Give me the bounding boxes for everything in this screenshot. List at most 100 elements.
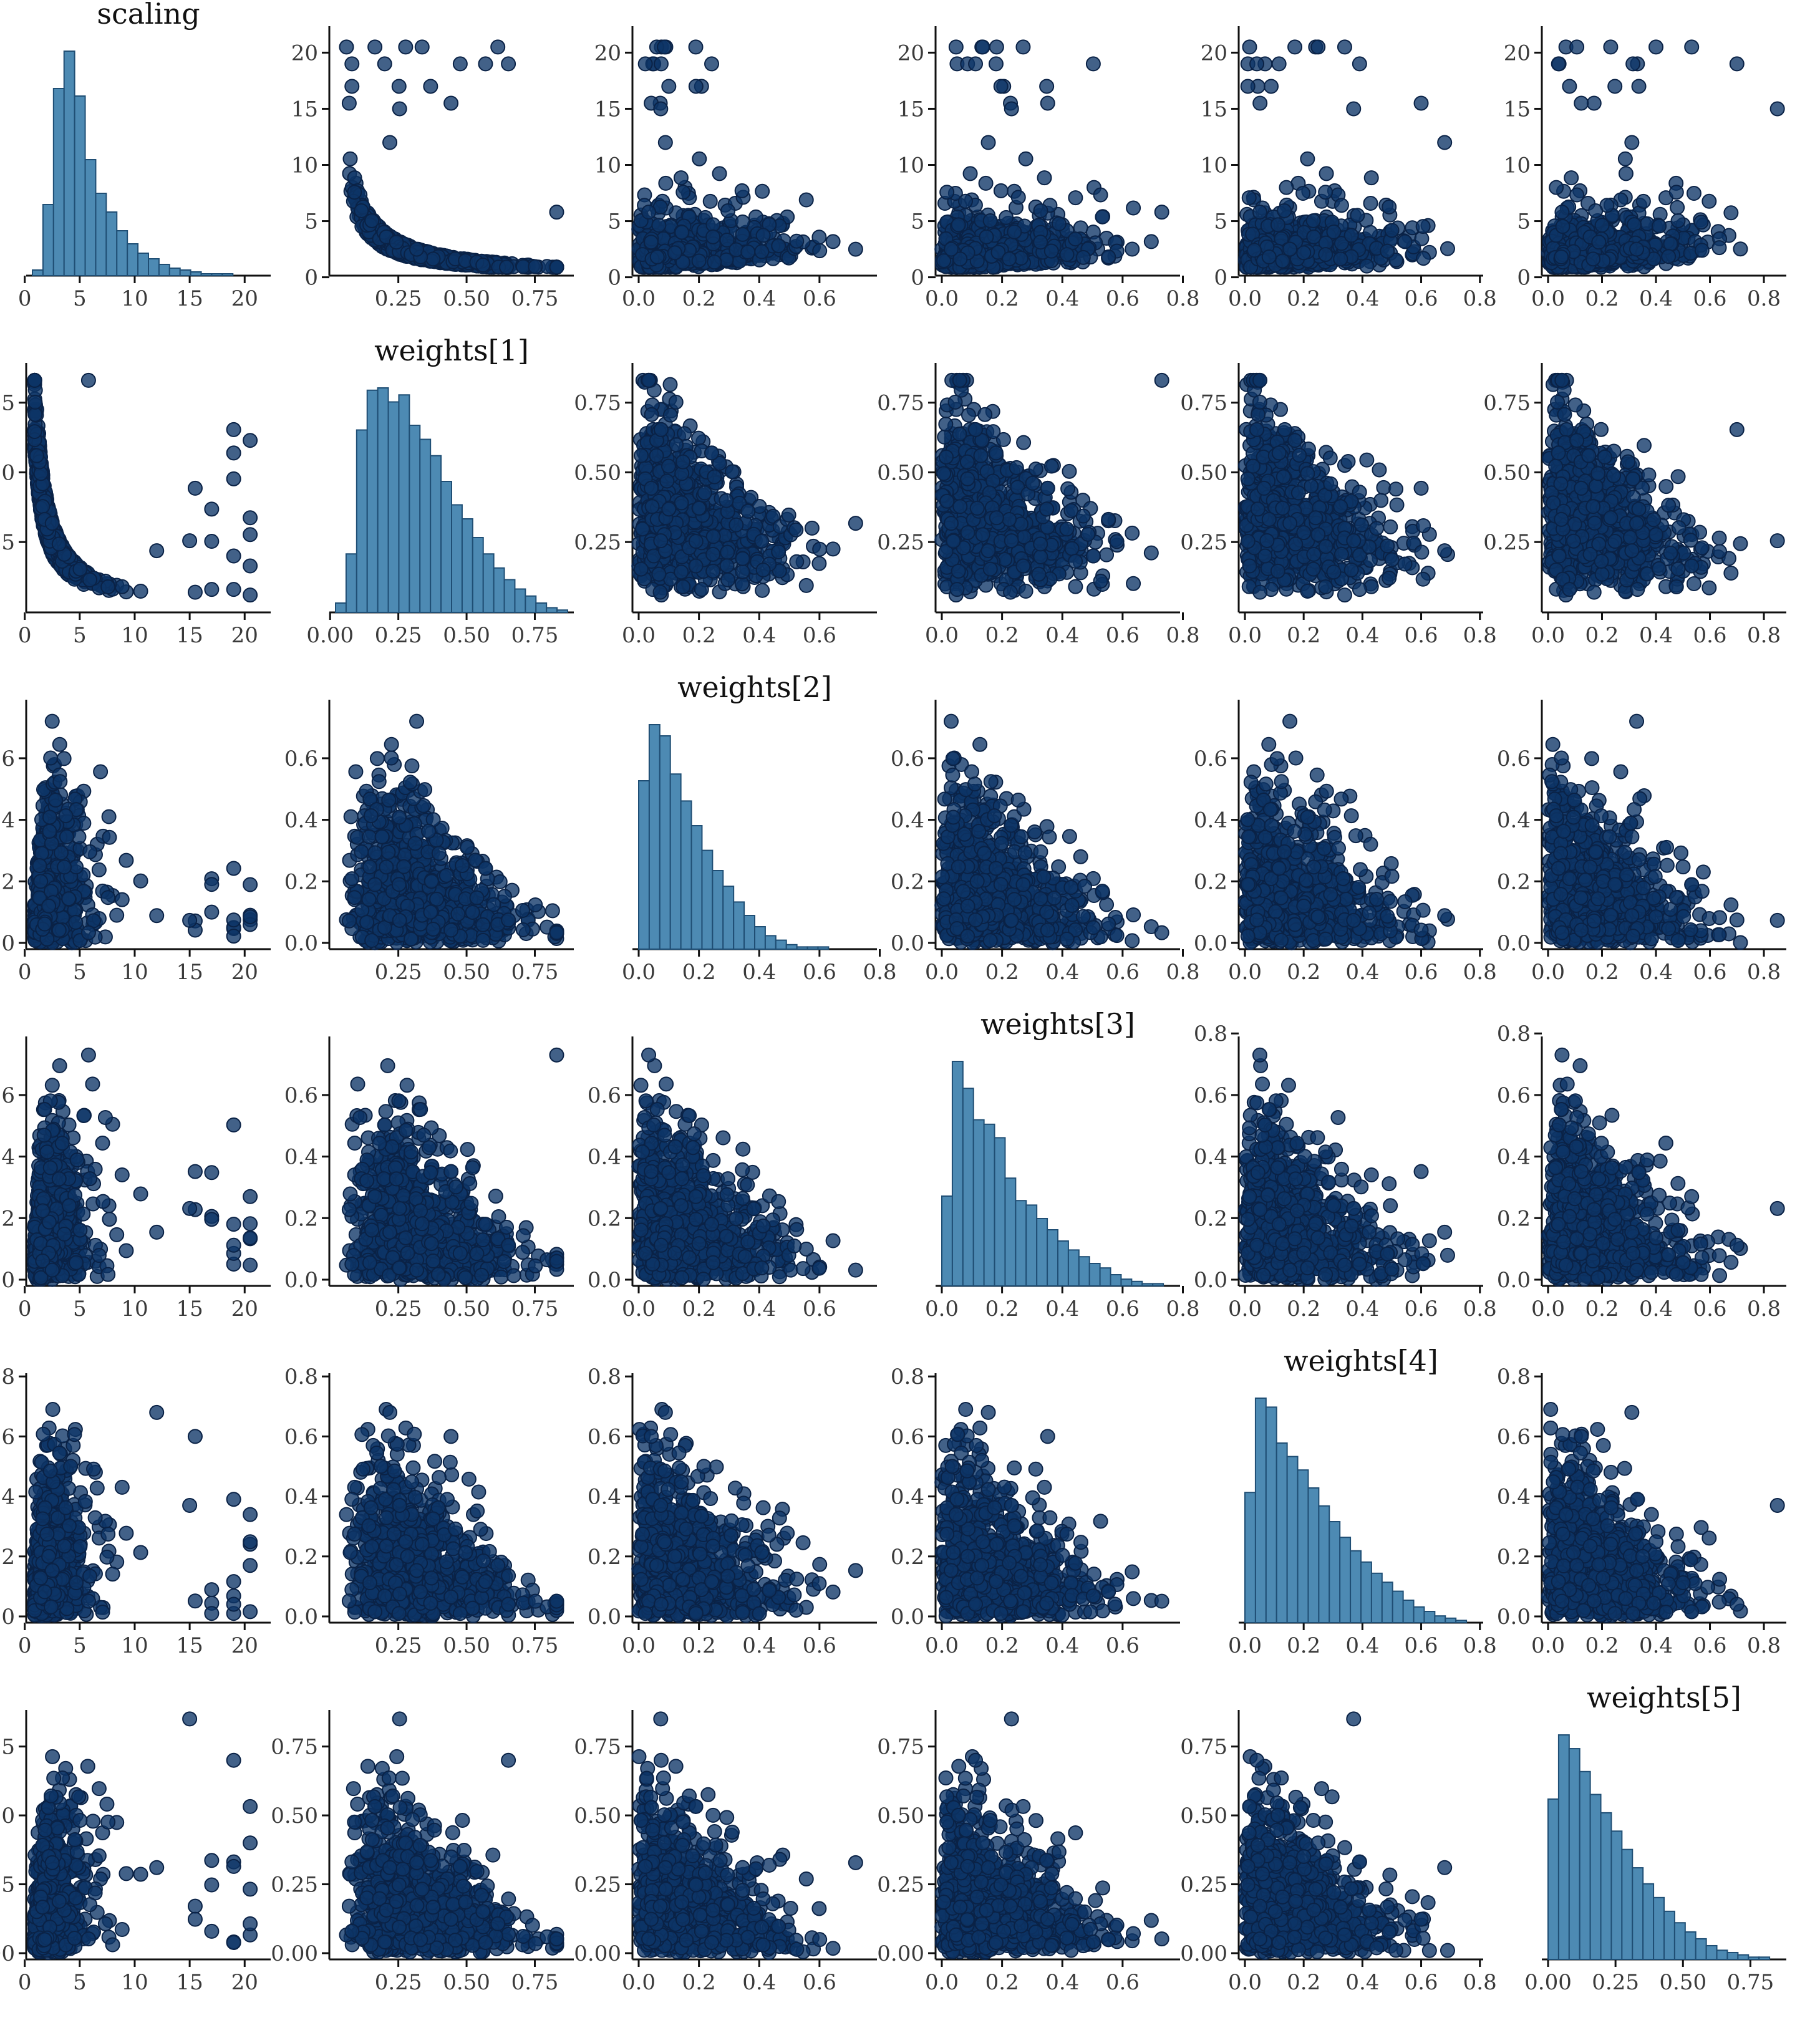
- histogram-bar: [32, 269, 44, 276]
- scatter-point: [643, 234, 659, 250]
- scatter-point: [1085, 56, 1101, 72]
- histogram-bar: [127, 243, 139, 276]
- histogram-bar: [211, 273, 223, 276]
- scatter-point: [1384, 223, 1400, 238]
- scatter-point: [939, 185, 955, 200]
- scatter-point: [1295, 186, 1311, 201]
- scatter-point: [1240, 79, 1256, 94]
- scatter-point: [651, 218, 667, 233]
- scatter-point: [688, 39, 704, 55]
- scatter-point: [341, 95, 357, 111]
- y-tick-label: 10: [1504, 153, 1531, 178]
- scatter-point: [1363, 170, 1379, 186]
- scatter-point: [637, 56, 653, 72]
- scatter-point: [704, 56, 720, 72]
- scatter-point: [948, 39, 964, 55]
- scatter-point: [1154, 205, 1169, 220]
- scatter-point: [740, 244, 756, 260]
- scatter-point: [988, 56, 1004, 72]
- scatter-point: [982, 213, 998, 228]
- scatter-point: [1629, 241, 1645, 257]
- scatter-point: [1670, 213, 1686, 228]
- y-tick-label: 15: [898, 97, 924, 122]
- scatter-point: [811, 229, 827, 245]
- scatter-point: [1040, 95, 1055, 111]
- scatter-point: [1769, 101, 1785, 117]
- y-tick-label: 5: [304, 210, 318, 234]
- scatter-point: [691, 253, 707, 269]
- scatter-point: [1607, 79, 1623, 94]
- scatter-point: [951, 217, 966, 233]
- scatter-point: [382, 135, 398, 150]
- scatter-point: [1282, 241, 1298, 257]
- x-tick-label: 0.2: [682, 286, 716, 311]
- x-tick-label: 0.2: [1585, 286, 1619, 311]
- scatter-point: [1271, 56, 1287, 72]
- x-tick-label: 0.4: [1639, 286, 1673, 311]
- scatter-point: [735, 226, 750, 242]
- scatter-point: [712, 166, 727, 181]
- x-tick-label: 20: [231, 286, 258, 311]
- histogram-bar: [137, 253, 150, 276]
- scatter-point: [674, 225, 690, 240]
- scatter-point: [1554, 249, 1569, 264]
- scatter-point: [658, 175, 674, 191]
- histogram-bar: [200, 273, 213, 276]
- x-tick-label: 0.50: [443, 286, 490, 311]
- scatter-point: [354, 203, 369, 218]
- x-tick-label: 0.6: [1404, 286, 1438, 311]
- scatter-point: [1693, 215, 1709, 230]
- histogram-bar: [190, 271, 202, 276]
- x-tick-label: 0.0: [1228, 286, 1262, 311]
- scatter-point: [1594, 218, 1610, 233]
- scatter-point: [707, 254, 722, 270]
- scatter-point: [1694, 243, 1710, 258]
- scatter-point: [1729, 56, 1745, 72]
- scatter-point: [1241, 190, 1257, 206]
- x-tick-label: 0.0: [1531, 286, 1565, 311]
- scatter-point: [1249, 56, 1265, 72]
- scatter-point: [653, 101, 669, 117]
- scatter-point: [1380, 243, 1395, 259]
- scatter-point: [1300, 151, 1315, 167]
- scatter-point: [1733, 241, 1748, 257]
- y-tick-label: 20: [594, 41, 621, 65]
- scatter-point: [1382, 199, 1397, 215]
- scatter-point: [734, 183, 750, 198]
- y-tick-label: 5: [1214, 210, 1227, 234]
- scatter-point: [1554, 205, 1570, 220]
- y-tick-label: 20: [291, 41, 318, 65]
- scatter-point: [1247, 243, 1262, 258]
- scatter-point: [1318, 247, 1334, 263]
- x-tick-label: 10: [121, 623, 148, 648]
- x-tick-label: 0.4: [1045, 286, 1079, 311]
- scatter-point: [1310, 39, 1326, 55]
- scatter-point: [1603, 39, 1619, 55]
- scatter-point: [1018, 151, 1033, 167]
- scatter-point: [1618, 166, 1634, 181]
- scatter-point: [1039, 79, 1055, 94]
- x-tick-label: 0.8: [1166, 286, 1199, 311]
- histogram-bar: [105, 211, 118, 276]
- scatter-point: [653, 56, 669, 72]
- scatter-point: [1346, 101, 1362, 117]
- scatter-point: [1631, 79, 1647, 94]
- scatter-point: [1586, 95, 1602, 111]
- scatter-point: [1668, 185, 1684, 200]
- y-tick-label: 10: [291, 153, 318, 178]
- scatter-point: [347, 185, 362, 200]
- scatter-point: [501, 56, 516, 72]
- scatter-point: [1617, 151, 1633, 167]
- y-tick-label: 0: [911, 266, 924, 291]
- y-tick-label: 5: [911, 210, 924, 234]
- scatter-point: [499, 259, 515, 275]
- scatter-point: [391, 79, 407, 94]
- scatter-point: [1075, 249, 1091, 265]
- scatter-point: [409, 241, 425, 257]
- scatter-point: [975, 39, 990, 55]
- x-tick-label: 0.6: [1106, 286, 1140, 311]
- scatter-point: [1350, 208, 1365, 223]
- histogram-bar: [158, 264, 170, 276]
